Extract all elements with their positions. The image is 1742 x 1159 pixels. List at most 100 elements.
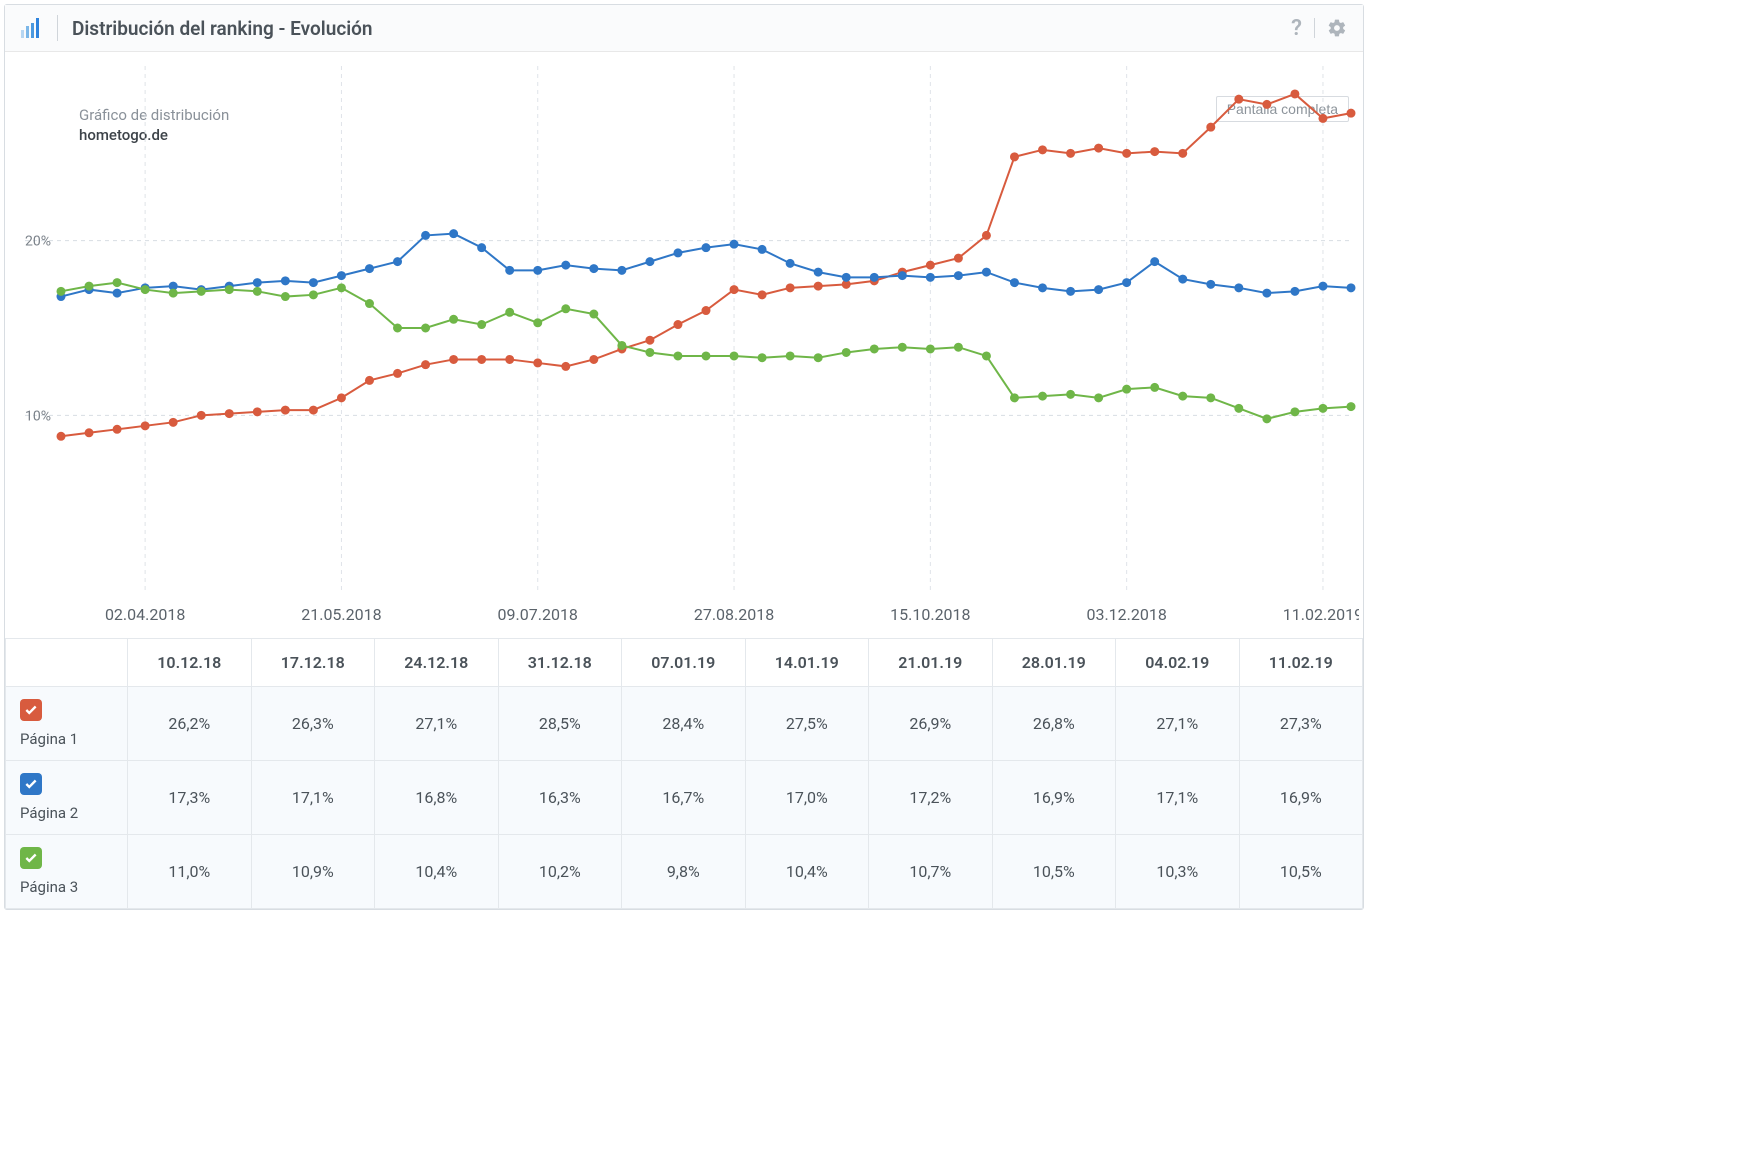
series-point xyxy=(618,341,626,349)
series-point xyxy=(85,282,93,290)
row-label-cell: Página 1 xyxy=(6,687,128,761)
panel-title: Distribución del ranking - Evolución xyxy=(72,17,1291,40)
x-axis-label: 15.10.2018 xyxy=(890,605,970,624)
series-point xyxy=(702,244,710,252)
table-cell: 17,0% xyxy=(745,761,869,835)
series-point xyxy=(394,369,402,377)
series-checkbox[interactable] xyxy=(20,773,42,795)
series-checkbox[interactable] xyxy=(20,699,42,721)
series-point xyxy=(954,343,962,351)
series-point xyxy=(534,319,542,327)
table-cell: 17,2% xyxy=(869,761,993,835)
table-column-header: 04.02.19 xyxy=(1116,639,1240,687)
table-cell: 10,4% xyxy=(745,835,869,909)
series-point xyxy=(253,279,261,287)
series-point xyxy=(1151,258,1159,266)
series-point xyxy=(926,345,934,353)
series-point xyxy=(982,268,990,276)
series-point xyxy=(1095,394,1103,402)
series-point xyxy=(253,287,261,295)
series-point xyxy=(1010,153,1018,161)
series-point xyxy=(337,272,345,280)
series-point xyxy=(842,273,850,281)
series-point xyxy=(1095,286,1103,294)
series-point xyxy=(1319,282,1327,290)
series-point xyxy=(646,258,654,266)
series-point xyxy=(1235,284,1243,292)
data-table: 10.12.1817.12.1824.12.1831.12.1807.01.19… xyxy=(5,638,1363,909)
x-axis-label: 09.07.2018 xyxy=(498,605,578,624)
series-point xyxy=(926,273,934,281)
ranking-distribution-panel: Distribución del ranking - Evolución ? G… xyxy=(4,4,1364,910)
series-point xyxy=(506,308,514,316)
table-cell: 17,3% xyxy=(128,761,252,835)
series-point xyxy=(1207,394,1215,402)
series-point xyxy=(365,300,373,308)
series-point xyxy=(506,355,514,363)
series-point xyxy=(1291,408,1299,416)
series-point xyxy=(674,352,682,360)
table-column-header: 14.01.19 xyxy=(745,639,869,687)
series-point xyxy=(225,286,233,294)
series-point xyxy=(618,266,626,274)
table-column-header: 21.01.19 xyxy=(869,639,993,687)
series-point xyxy=(674,249,682,257)
panel-header: Distribución del ranking - Evolución ? xyxy=(5,5,1363,52)
table-cell: 17,1% xyxy=(251,761,375,835)
series-point xyxy=(590,310,598,318)
series-point xyxy=(1207,280,1215,288)
series-point xyxy=(814,268,822,276)
gear-icon[interactable] xyxy=(1327,18,1347,38)
series-point xyxy=(478,244,486,252)
series-point xyxy=(394,324,402,332)
series-point xyxy=(422,231,430,239)
series-point xyxy=(786,259,794,267)
series-point xyxy=(281,293,289,301)
table-cell: 16,7% xyxy=(622,761,746,835)
series-point xyxy=(141,286,149,294)
series-point xyxy=(450,230,458,238)
series-point xyxy=(1291,90,1299,98)
series-point xyxy=(394,258,402,266)
series-point xyxy=(1207,123,1215,131)
table-cell: 26,9% xyxy=(869,687,993,761)
table-cell: 10,3% xyxy=(1116,835,1240,909)
series-point xyxy=(562,362,570,370)
table-cell: 10,7% xyxy=(869,835,993,909)
table-cell: 16,8% xyxy=(375,761,499,835)
series-point xyxy=(870,273,878,281)
series-point xyxy=(1039,284,1047,292)
table-column-header: 11.02.19 xyxy=(1239,639,1363,687)
series-point xyxy=(898,343,906,351)
help-icon[interactable]: ? xyxy=(1291,16,1302,41)
row-label-text: Página 3 xyxy=(20,878,78,896)
header-actions: ? xyxy=(1291,16,1347,41)
series-point xyxy=(590,355,598,363)
series-point xyxy=(730,352,738,360)
series-checkbox[interactable] xyxy=(20,847,42,869)
bars-icon xyxy=(21,18,45,38)
series-point xyxy=(309,406,317,414)
table-column-header: 31.12.18 xyxy=(498,639,622,687)
series-point xyxy=(1179,392,1187,400)
series-point xyxy=(1291,287,1299,295)
x-axis-label: 27.08.2018 xyxy=(694,605,774,624)
series-point xyxy=(141,422,149,430)
series-point xyxy=(337,394,345,402)
table-cell: 27,1% xyxy=(1116,687,1240,761)
series-point xyxy=(197,287,205,295)
series-point xyxy=(169,418,177,426)
series-point xyxy=(1235,404,1243,412)
series-line xyxy=(61,283,1351,419)
series-point xyxy=(702,307,710,315)
series-point xyxy=(309,291,317,299)
series-point xyxy=(478,355,486,363)
table-cell: 10,9% xyxy=(251,835,375,909)
series-point xyxy=(1151,383,1159,391)
series-point xyxy=(450,355,458,363)
series-point xyxy=(169,289,177,297)
series-point xyxy=(281,406,289,414)
series-point xyxy=(786,352,794,360)
series-point xyxy=(1067,149,1075,157)
series-point xyxy=(534,266,542,274)
